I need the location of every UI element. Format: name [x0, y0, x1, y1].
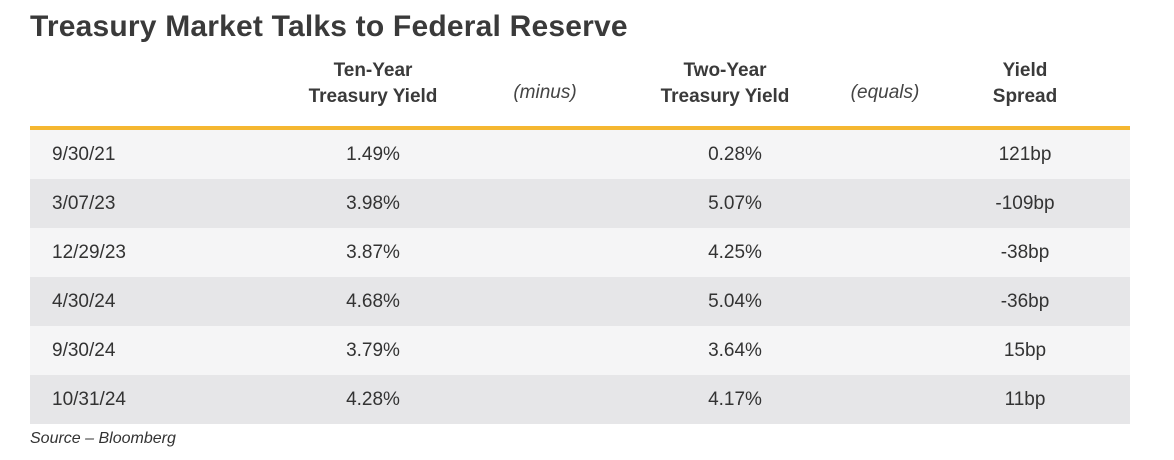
table-row: 12/29/23 3.87% 4.25% -38bp	[30, 228, 1130, 277]
table-header: Ten-Year Treasury Yield (minus) Two-Year…	[30, 58, 1130, 126]
table-row: 9/30/21 1.49% 0.28% 121bp	[30, 130, 1130, 179]
header-ten-year-line1: Ten-Year	[333, 60, 413, 81]
header-yield-spread-line2: Spread	[992, 86, 1058, 107]
header-minus: (minus)	[500, 80, 590, 106]
chart-title: Treasury Market Talks to Federal Reserve	[30, 10, 628, 43]
header-equals-label: (equals)	[850, 82, 920, 103]
cell-two-year: 0.28%	[708, 144, 762, 165]
cell-ten-year: 4.68%	[346, 291, 400, 312]
header-minus-label: (minus)	[513, 82, 577, 103]
header-two-year: Two-Year Treasury Yield	[620, 58, 830, 110]
cell-ten-year: 1.49%	[346, 144, 400, 165]
header-two-year-line2: Treasury Yield	[660, 86, 790, 107]
table-row: 9/30/24 3.79% 3.64% 15bp	[30, 326, 1130, 375]
cell-ten-year: 3.98%	[346, 193, 400, 214]
cell-spread: 15bp	[1003, 340, 1047, 361]
cell-two-year: 4.25%	[708, 242, 762, 263]
cell-ten-year: 4.28%	[346, 389, 400, 410]
cell-two-year: 5.07%	[708, 193, 762, 214]
cell-date: 9/30/21	[52, 144, 116, 165]
cell-two-year: 4.17%	[708, 389, 762, 410]
cell-spread: 121bp	[998, 144, 1052, 165]
header-ten-year: Ten-Year Treasury Yield	[278, 58, 468, 110]
source-note: Source – Bloomberg	[30, 430, 176, 447]
header-yield-spread-line1: Yield	[1002, 60, 1048, 81]
cell-ten-year: 3.87%	[346, 242, 400, 263]
cell-date: 4/30/24	[52, 291, 116, 312]
cell-spread: -38bp	[1000, 242, 1050, 263]
header-two-year-line1: Two-Year	[683, 60, 767, 81]
header-yield-spread: Yield Spread	[960, 58, 1090, 110]
cell-date: 9/30/24	[52, 340, 116, 361]
header-rule	[30, 126, 1130, 130]
table-body: 9/30/21 1.49% 0.28% 121bp 3/07/23 3.98% …	[30, 130, 1130, 424]
cell-spread: 11bp	[1004, 389, 1046, 410]
cell-two-year: 5.04%	[708, 291, 762, 312]
cell-spread: -109bp	[995, 193, 1055, 214]
cell-ten-year: 3.79%	[346, 340, 400, 361]
cell-date: 3/07/23	[52, 193, 116, 214]
table-row: 4/30/24 4.68% 5.04% -36bp	[30, 277, 1130, 326]
cell-spread: -36bp	[1000, 291, 1050, 312]
cell-date: 10/31/24	[52, 389, 126, 410]
table-row: 10/31/24 4.28% 4.17% 11bp	[30, 375, 1130, 424]
header-ten-year-line2: Treasury Yield	[308, 86, 438, 107]
cell-two-year: 3.64%	[708, 340, 762, 361]
header-equals: (equals)	[835, 80, 935, 106]
cell-date: 12/29/23	[52, 242, 126, 263]
table-row: 3/07/23 3.98% 5.07% -109bp	[30, 179, 1130, 228]
